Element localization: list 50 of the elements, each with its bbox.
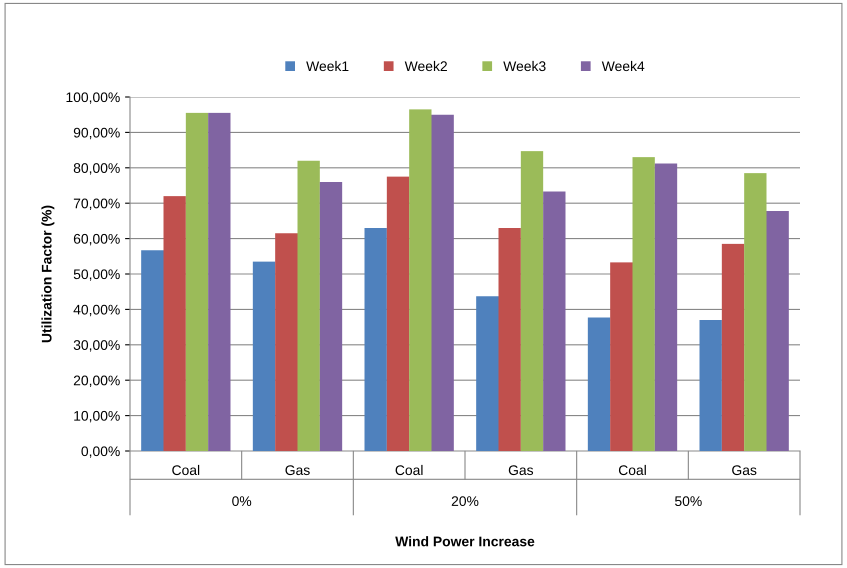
bar: [275, 233, 298, 451]
y-tick-label: 20,00%: [74, 376, 120, 388]
x-tick-label: Coal: [172, 464, 200, 476]
legend-label: Week4: [602, 60, 644, 72]
bar: [766, 210, 789, 451]
y-tick-label: 10,00%: [74, 410, 120, 422]
y-tick-label: 0,00%: [81, 446, 120, 458]
bar: [610, 262, 632, 451]
bar: [700, 320, 722, 451]
x-tick-label: Coal: [396, 464, 423, 476]
bar: [320, 182, 342, 451]
bar: [164, 196, 186, 451]
text: 50%: [674, 496, 702, 506]
bar: [141, 250, 164, 451]
text: 0%: [232, 496, 252, 506]
y-tick-label: 100,00%: [66, 92, 120, 104]
legend-label: Week1: [306, 60, 348, 72]
y-tick-label: 70,00%: [74, 198, 120, 210]
y-tick-label: 90,00%: [74, 128, 120, 140]
bar: [364, 228, 387, 451]
y-tick-label: 80,00%: [74, 163, 120, 175]
bar: [722, 244, 744, 451]
bar: [432, 114, 454, 451]
bar: [476, 296, 498, 451]
bar: [186, 112, 208, 451]
y-tick-label: 30,00%: [74, 340, 120, 352]
bar: [208, 112, 230, 451]
bar: [543, 192, 566, 451]
bar: [409, 109, 432, 451]
bar: [386, 176, 410, 451]
bar: [298, 160, 320, 451]
y-tick-label: 50,00%: [74, 269, 120, 281]
text: 20%: [452, 496, 478, 506]
y-axis-title: Utilization Factor (%): [41, 206, 54, 342]
x-tick-label: Coal: [618, 464, 646, 476]
bar: [498, 228, 521, 451]
bar: [744, 173, 766, 451]
x-tick-label: Gas: [285, 465, 310, 476]
y-tick-label: 60,00%: [74, 234, 120, 246]
bar: [520, 151, 544, 451]
x-tick-label: Gas: [508, 465, 534, 476]
legend-label: Week3: [503, 60, 546, 72]
x-axis-title: Wind Power Increase: [395, 536, 534, 546]
bar: [654, 164, 678, 451]
x-tick-label: Gas: [732, 465, 756, 476]
y-tick-label: 40,00%: [73, 304, 120, 316]
legend-label: Week2: [404, 60, 447, 72]
bar: [252, 262, 276, 451]
bar: [588, 318, 610, 451]
bar: [632, 157, 655, 451]
